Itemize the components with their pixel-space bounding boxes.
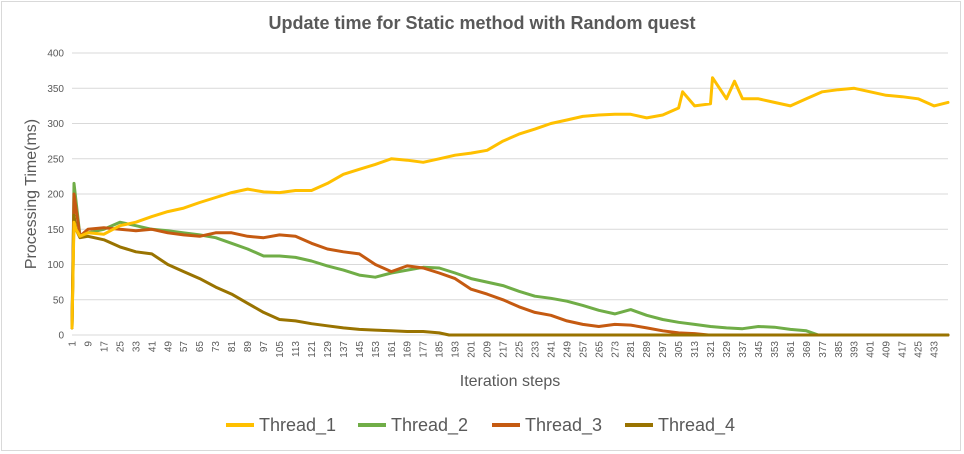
x-tick-label: 89 bbox=[243, 341, 254, 353]
x-tick-label: 313 bbox=[690, 341, 701, 358]
chart-title: Update time for Static method with Rando… bbox=[268, 13, 695, 33]
x-tick-label: 201 bbox=[467, 341, 478, 358]
x-tick-label: 369 bbox=[802, 341, 813, 358]
legend-label: Thread_3 bbox=[525, 415, 602, 436]
x-tick-label: 113 bbox=[291, 341, 302, 357]
x-tick-label: 361 bbox=[786, 341, 797, 358]
y-tick-label: 50 bbox=[53, 295, 65, 306]
x-tick-label: 65 bbox=[195, 341, 206, 353]
x-tick-label: 209 bbox=[483, 341, 494, 358]
x-tick-label: 169 bbox=[403, 341, 414, 358]
x-tick-label: 249 bbox=[562, 341, 573, 358]
x-tick-label: 265 bbox=[594, 341, 605, 358]
x-tick-label: 305 bbox=[674, 341, 685, 358]
x-tick-label: 289 bbox=[642, 341, 653, 358]
x-axis-title: Iteration steps bbox=[460, 373, 561, 390]
x-tick-label: 377 bbox=[818, 341, 829, 358]
x-tick-label: 433 bbox=[930, 341, 941, 358]
y-tick-label: 0 bbox=[58, 331, 64, 342]
x-tick-label: 177 bbox=[419, 341, 430, 358]
x-tick-label: 409 bbox=[882, 341, 893, 358]
legend-label: Thread_1 bbox=[259, 415, 336, 436]
x-tick-label: 241 bbox=[546, 341, 557, 358]
x-tick-label: 161 bbox=[387, 341, 398, 358]
x-tick-label: 9 bbox=[83, 341, 94, 347]
x-tick-label: 97 bbox=[259, 341, 270, 353]
x-tick-label: 57 bbox=[179, 341, 190, 353]
x-tick-label: 321 bbox=[706, 341, 717, 358]
series-line-thread-4 bbox=[70, 213, 950, 337]
x-tick-label: 1 bbox=[68, 341, 79, 347]
legend: Thread_1 Thread_2 Thread_3 Thread_4 bbox=[226, 415, 735, 436]
legend-label: Thread_2 bbox=[391, 415, 468, 436]
y-axis-title: Processing Time(ms) bbox=[23, 119, 40, 269]
x-tick-label: 17 bbox=[99, 341, 110, 353]
x-tick-label: 297 bbox=[658, 341, 669, 358]
x-tick-label: 41 bbox=[147, 341, 158, 353]
x-tick-label: 33 bbox=[131, 341, 142, 353]
x-tick-label: 49 bbox=[163, 341, 174, 353]
series-lines bbox=[70, 76, 950, 337]
x-tick-label: 73 bbox=[211, 341, 222, 353]
x-tick-label: 401 bbox=[866, 341, 877, 358]
x-tick-label: 105 bbox=[275, 341, 286, 358]
y-tick-label: 150 bbox=[47, 225, 64, 236]
x-tick-label: 217 bbox=[499, 341, 510, 358]
x-tick-label: 185 bbox=[435, 341, 446, 358]
y-tick-label: 350 bbox=[47, 84, 64, 95]
x-tick-label: 385 bbox=[834, 341, 845, 358]
x-tick-label: 417 bbox=[898, 341, 909, 358]
x-tick-label: 129 bbox=[323, 341, 334, 358]
y-tick-label: 200 bbox=[47, 190, 64, 201]
x-tick-label: 425 bbox=[914, 341, 925, 358]
y-tick-label: 400 bbox=[47, 49, 64, 60]
x-tick-label: 345 bbox=[754, 341, 765, 358]
x-tick-label: 145 bbox=[355, 341, 366, 358]
x-tick-label: 393 bbox=[850, 341, 861, 358]
y-tick-label: 250 bbox=[47, 154, 64, 165]
x-tick-label: 329 bbox=[722, 341, 733, 358]
series-line-thread-2 bbox=[70, 181, 950, 337]
x-tick-label: 25 bbox=[115, 341, 126, 353]
x-tick-label: 257 bbox=[578, 341, 589, 358]
x-tick-label: 193 bbox=[451, 341, 462, 358]
x-tick-label: 273 bbox=[610, 341, 621, 358]
series-line-thread-3 bbox=[70, 192, 950, 337]
x-tick-label: 337 bbox=[738, 341, 749, 358]
x-axis-ticks: 1 9 17 25 33 41 49 57 65 73 81 89 97 105 113 121 129 137 1… bbox=[68, 341, 941, 358]
y-tick-label: 100 bbox=[47, 260, 64, 271]
x-tick-label: 137 bbox=[339, 341, 350, 358]
x-tick-label: 121 bbox=[307, 341, 318, 358]
y-tick-label: 300 bbox=[47, 119, 64, 130]
x-tick-label: 153 bbox=[371, 341, 382, 358]
legend-label: Thread_4 bbox=[658, 415, 735, 436]
y-axis-ticks: 0 50 100 150 200 250 300 350 400 bbox=[47, 49, 64, 342]
x-tick-label: 233 bbox=[530, 341, 541, 358]
x-tick-label: 225 bbox=[514, 341, 525, 358]
x-tick-label: 281 bbox=[626, 341, 637, 358]
x-tick-label: 353 bbox=[770, 341, 781, 358]
series-line-thread-1 bbox=[70, 76, 950, 330]
x-tick-label: 81 bbox=[227, 341, 238, 353]
